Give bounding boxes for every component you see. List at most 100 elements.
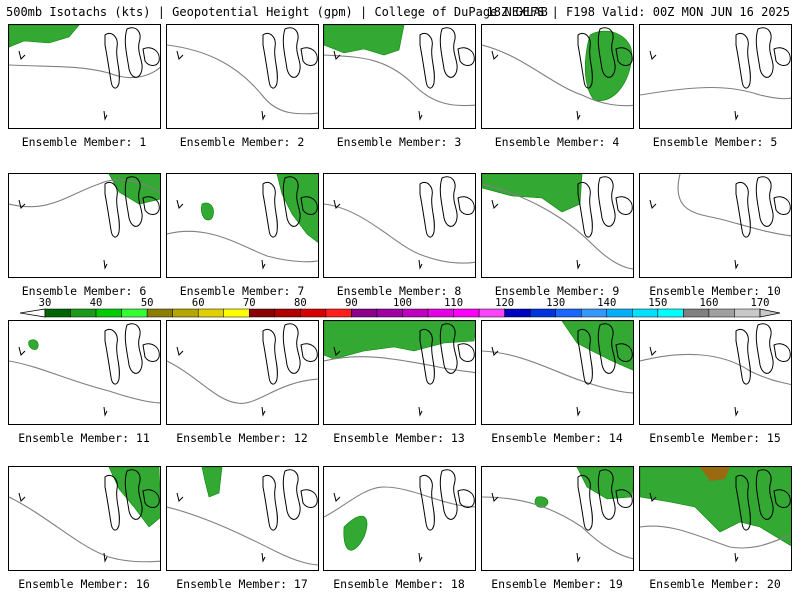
colorbar-swatch [504, 308, 531, 318]
map-canvas [640, 467, 791, 563]
map-canvas [324, 176, 475, 270]
member-caption: Ensemble Member: 5 [652, 135, 778, 149]
coastline [262, 181, 278, 238]
coastline [597, 27, 616, 78]
map-canvas [324, 25, 475, 121]
height-contour [167, 360, 318, 404]
coastline [597, 469, 616, 520]
coastline [104, 181, 120, 238]
map-canvas [9, 467, 160, 563]
ensemble-map-panel [8, 466, 161, 571]
ensemble-map-panel [639, 320, 792, 425]
coastline [615, 196, 633, 215]
coastline [142, 489, 160, 508]
coastline [300, 343, 318, 362]
ensemble-map-panel [481, 24, 634, 129]
member-caption: Ensemble Member: 1 [21, 135, 147, 149]
colorbar-tick-label: 70 [242, 297, 256, 309]
coastline [176, 50, 184, 60]
ensemble-map-panel [639, 24, 792, 129]
colorbar-swatch [555, 308, 582, 318]
coastline [261, 110, 266, 121]
colorbar-swatch [453, 308, 480, 318]
isotach-shading-strong [700, 467, 730, 481]
isotach-shading [324, 321, 475, 360]
coastline [176, 492, 184, 502]
colorbar-swatch [351, 308, 378, 318]
coastline [649, 492, 657, 502]
coastline [773, 47, 791, 66]
coastline [735, 181, 751, 238]
coastline [124, 469, 143, 520]
colorbar-tick-label: 150 [648, 297, 668, 309]
coastline [457, 196, 475, 215]
ensemble-map-panel [323, 320, 476, 425]
coastline [103, 552, 108, 563]
map-canvas [482, 321, 633, 417]
coastline [649, 50, 657, 60]
colorbar-swatch [606, 308, 633, 318]
member-caption: Ensemble Member: 17 [176, 577, 308, 591]
colorbar-swatch [734, 308, 761, 318]
colorbar-swatch [300, 308, 327, 318]
height-contour [640, 525, 791, 549]
colorbar-swatch [44, 308, 71, 318]
isotach-shading [324, 25, 405, 56]
coastline [439, 27, 458, 78]
colorbar-swatch [249, 308, 276, 318]
height-contour [324, 356, 475, 374]
height-contour [324, 486, 475, 518]
coastline [576, 552, 581, 563]
coastline [491, 50, 499, 60]
height-contour [482, 183, 633, 270]
member-caption: Ensemble Member: 7 [179, 284, 305, 298]
colorbar-swatch [632, 308, 659, 318]
isotach-shading [276, 174, 318, 243]
colorbar-tick-label: 100 [393, 297, 412, 309]
coastline [457, 47, 475, 66]
coastline [597, 323, 616, 374]
coastline [300, 47, 318, 66]
map-canvas [167, 174, 318, 270]
coastline [457, 489, 475, 508]
colorbar-right-arrow [759, 308, 780, 318]
height-contour [640, 353, 791, 386]
colorbar-swatch [683, 308, 710, 318]
coastline [261, 552, 266, 563]
colorbar-tick-label: 160 [699, 297, 719, 309]
coastline [419, 181, 435, 238]
coastline [418, 259, 423, 270]
colorbar-tick-label: 40 [89, 297, 103, 309]
coastline [457, 343, 475, 362]
member-caption: Ensemble Member: 15 [649, 431, 781, 445]
coastline [333, 50, 341, 60]
run-valid-time: 18Z GEFS | F198 Valid: 00Z MON JUN 16 20… [486, 5, 790, 19]
member-caption: Ensemble Member: 14 [491, 431, 623, 445]
height-contour [167, 44, 318, 115]
ensemble-map-panel [323, 24, 476, 129]
coastline [439, 176, 458, 227]
coastline [773, 196, 791, 215]
coastline [104, 328, 120, 385]
map-title: 500mb Isotachs (kts) | Geopotential Heig… [6, 5, 548, 19]
height-contour [9, 179, 160, 208]
map-canvas [482, 467, 633, 563]
coastline [418, 110, 423, 121]
ensemble-map-panel [639, 173, 792, 278]
coastline [734, 259, 739, 270]
coastline [103, 110, 108, 121]
ensemble-map-panel [481, 466, 634, 571]
ensemble-map-panel [639, 466, 792, 571]
height-contour [324, 54, 475, 107]
coastline [333, 199, 341, 209]
coastline [18, 199, 26, 209]
coastline [649, 199, 657, 209]
colorbar-swatch [172, 308, 199, 318]
coastline [142, 196, 160, 215]
colorbar-swatch [581, 308, 608, 318]
coastline [418, 552, 423, 563]
coastline [755, 176, 774, 227]
coastline [773, 343, 791, 362]
map-canvas [324, 469, 475, 563]
coastline [576, 110, 581, 121]
